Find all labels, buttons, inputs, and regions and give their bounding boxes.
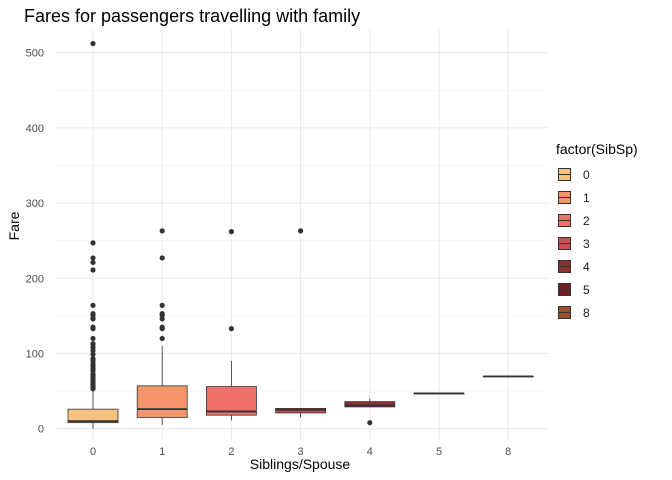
legend-label: 1 <box>583 190 590 205</box>
outlier-point <box>228 229 234 235</box>
outlier-point <box>90 324 96 330</box>
legend-item-2: 2 <box>556 209 638 232</box>
outlier-point <box>159 335 165 342</box>
outlier-point <box>90 40 96 47</box>
x-axis-label: Siblings/Spouse <box>250 456 351 472</box>
outlier-point <box>228 326 234 332</box>
legend-key <box>556 281 573 298</box>
box-group-1 <box>136 228 188 425</box>
x-axis-ticks: 0 1 2 3 4 5 8 <box>90 446 511 458</box>
legend: factor(SibSp) 0 1 2 3 4 5 8 <box>556 141 638 324</box>
legend-key <box>556 258 573 275</box>
legend-label: 2 <box>583 213 590 228</box>
box-group-2 <box>205 229 257 421</box>
outlier-point <box>90 341 96 347</box>
outlier-point <box>90 267 96 273</box>
outlier-point <box>90 259 96 266</box>
outlier-point <box>90 356 96 362</box>
legend-key <box>556 235 573 252</box>
legend-label: 4 <box>583 259 590 274</box>
box-iqr <box>344 401 396 408</box>
x-tick-label: 0 <box>90 446 96 458</box>
x-tick-label: 8 <box>505 446 511 458</box>
outlier-point <box>90 351 96 357</box>
legend-median-mark <box>558 197 571 198</box>
legend-items: 0 1 2 3 4 5 8 <box>556 163 638 324</box>
outlier-point <box>90 255 96 261</box>
outlier-point <box>298 228 304 234</box>
legend-key <box>556 166 573 183</box>
boxes-layer <box>67 40 534 429</box>
outlier-point <box>90 335 96 342</box>
legend-median-mark <box>558 266 571 267</box>
y-tick-label: 300 <box>26 198 44 210</box>
outlier-point <box>90 240 96 246</box>
legend-label: 0 <box>583 167 590 182</box>
box-group-4 <box>344 398 396 426</box>
legend-item-5: 5 <box>556 278 638 301</box>
x-tick-label: 5 <box>436 446 442 458</box>
outlier-point <box>90 311 96 317</box>
box-iqr <box>136 385 188 418</box>
legend-median-mark <box>558 289 571 290</box>
legend-label: 3 <box>583 236 590 251</box>
box-group-0 <box>67 40 119 429</box>
outlier-point <box>159 302 165 308</box>
outlier-point <box>159 324 165 330</box>
box-group-8 <box>482 375 534 378</box>
y-axis-ticks: 0 100 200 300 400 500 <box>26 48 44 436</box>
legend-item-3: 3 <box>556 232 638 255</box>
outlier-point <box>159 311 165 317</box>
chart-title: Fares for passengers travelling with fam… <box>24 6 361 26</box>
legend-key <box>556 212 573 229</box>
legend-median-mark <box>558 174 571 175</box>
legend-item-4: 4 <box>556 255 638 278</box>
y-tick-label: 0 <box>38 424 44 436</box>
legend-key <box>556 189 573 206</box>
legend-title: factor(SibSp) <box>556 141 638 157</box>
outlier-point <box>159 255 165 261</box>
legend-label: 5 <box>583 282 590 297</box>
outlier-point <box>90 302 96 308</box>
outlier-point <box>159 228 165 234</box>
legend-item-8: 8 <box>556 301 638 324</box>
x-tick-label: 3 <box>298 446 304 458</box>
box-iqr <box>205 386 257 416</box>
box-group-5 <box>413 392 465 395</box>
grid <box>55 30 548 440</box>
outlier-point <box>367 420 373 426</box>
y-tick-label: 100 <box>26 348 44 360</box>
outlier-point <box>159 316 165 322</box>
legend-median-mark <box>558 220 571 221</box>
y-axis-label: Fare <box>6 211 22 240</box>
legend-label: 8 <box>583 305 590 320</box>
legend-item-1: 1 <box>556 186 638 209</box>
legend-median-mark <box>558 312 571 313</box>
legend-key <box>556 304 573 321</box>
box-iqr <box>67 408 119 424</box>
x-tick-label: 4 <box>367 446 373 458</box>
legend-median-mark <box>558 243 571 244</box>
legend-item-0: 0 <box>556 163 638 186</box>
y-tick-label: 200 <box>26 273 44 285</box>
box-group-3 <box>275 228 327 418</box>
x-tick-label: 2 <box>228 446 234 458</box>
y-tick-label: 500 <box>26 48 44 60</box>
y-tick-label: 400 <box>26 123 44 135</box>
x-tick-label: 1 <box>159 446 165 458</box>
